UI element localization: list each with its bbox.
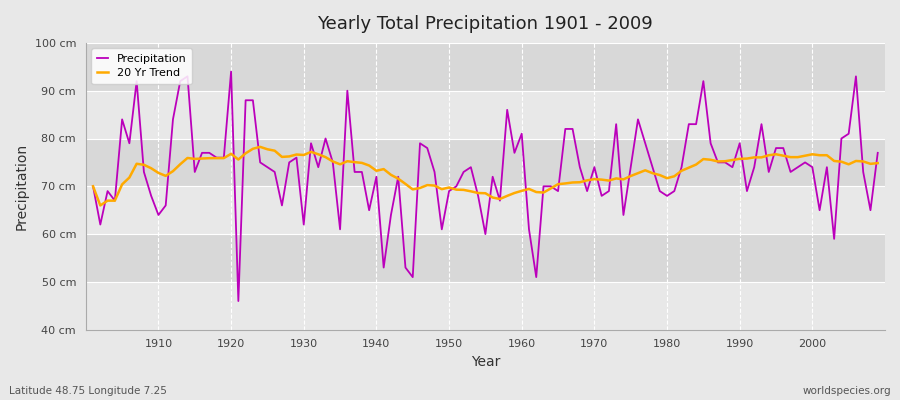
Line: Precipitation: Precipitation [93,72,878,301]
Bar [86,186,885,234]
Bar [86,138,885,186]
Precipitation [618,212,629,217]
Text: worldspecies.org: worldspecies.org [803,386,891,396]
Precipitation [872,150,883,155]
20 Yr Trend [255,144,266,149]
20 Yr Trend [531,190,542,194]
Y-axis label: Precipitation: Precipitation [15,143,29,230]
20 Yr Trend [87,184,98,189]
Precipitation [233,299,244,304]
Title: Yearly Total Precipitation 1901 - 2009: Yearly Total Precipitation 1901 - 2009 [318,15,653,33]
Precipitation [524,227,535,232]
Precipitation [531,275,542,280]
Precipitation [87,184,98,189]
20 Yr Trend [872,161,883,166]
Precipitation [146,194,157,198]
Precipitation [226,69,237,74]
20 Yr Trend [364,163,374,168]
Bar [86,234,885,282]
20 Yr Trend [320,155,331,160]
20 Yr Trend [94,203,105,208]
Bar [86,43,885,91]
Bar [86,91,885,138]
20 Yr Trend [524,186,535,191]
Precipitation [320,136,331,141]
Precipitation [364,208,374,213]
20 Yr Trend [153,170,164,175]
Bar [86,282,885,330]
Legend: Precipitation, 20 Yr Trend: Precipitation, 20 Yr Trend [91,48,193,84]
X-axis label: Year: Year [471,355,500,369]
20 Yr Trend [618,177,629,182]
Text: Latitude 48.75 Longitude 7.25: Latitude 48.75 Longitude 7.25 [9,386,166,396]
Line: 20 Yr Trend: 20 Yr Trend [93,147,878,206]
